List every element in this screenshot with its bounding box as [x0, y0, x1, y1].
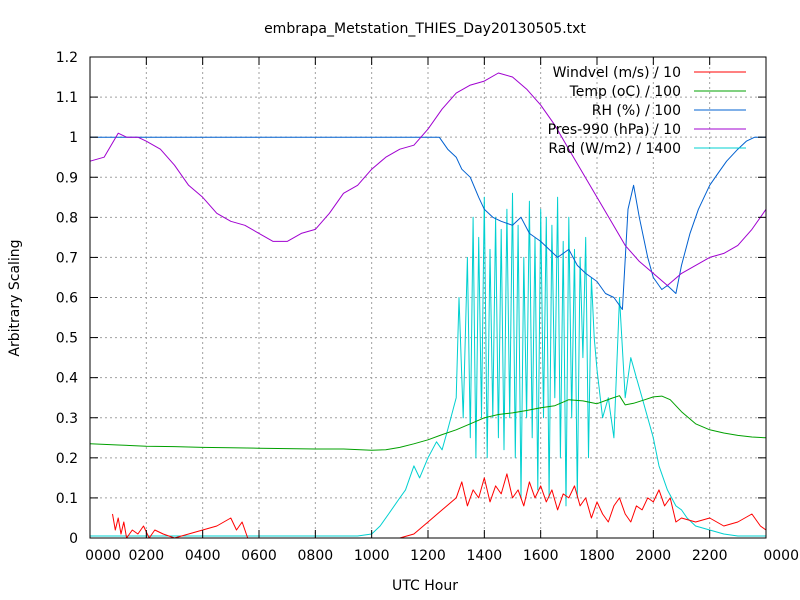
series-line-0 [112, 473, 767, 539]
y-tick-label: 1.2 [56, 50, 78, 66]
x-tick-label: 0400 [185, 548, 221, 564]
x-tick-label: 1800 [579, 548, 615, 564]
series-layer [89, 72, 767, 539]
legend-label: Pres-990 (hPa) / 10 [548, 122, 681, 138]
x-tick-label: 0600 [241, 548, 277, 564]
legend-label: Temp (oC) / 100 [569, 84, 681, 100]
y-tick-label: 0.8 [56, 210, 78, 226]
legend: Windvel (m/s) / 10 Temp (oC) / 100 RH (%) … [548, 65, 746, 157]
series-line-2 [90, 136, 766, 310]
y-tick-label: 0 [69, 531, 78, 547]
legend-label: RH (%) / 100 [592, 103, 681, 119]
y-tick-label: 0.7 [56, 250, 78, 266]
y-tick-label: 0.5 [56, 331, 78, 347]
x-tick-label: 1000 [354, 548, 390, 564]
y-tick-label: 1 [69, 130, 78, 146]
chart-title: embrapa_Metstation_THIES_Day20130505.txt [264, 21, 586, 37]
y-tick-label: 0.6 [56, 291, 78, 307]
series-line-1 [89, 395, 767, 451]
x-tick-label: 2000 [636, 548, 672, 564]
y-tick-label: 1.1 [56, 90, 78, 106]
x-tick-label: 0000 [763, 548, 799, 564]
y-tick-label: 0.3 [56, 411, 78, 427]
y-tick-label: 0.9 [56, 170, 78, 186]
x-tick-label: 0800 [298, 548, 334, 564]
x-tick-label: 1400 [467, 548, 503, 564]
y-tick-label: 0.2 [56, 451, 78, 467]
x-tick-label: 0200 [129, 548, 165, 564]
y-axis-label: Arbitrary Scaling [7, 239, 23, 356]
x-tick-label: 0000 [85, 548, 121, 564]
series-line-3 [89, 72, 767, 286]
series-line-4 [90, 192, 766, 537]
legend-label: Windvel (m/s) / 10 [553, 65, 681, 81]
x-tick-label: 2200 [692, 548, 728, 564]
x-tick-label: 1200 [410, 548, 446, 564]
x-axis-label: UTC Hour [392, 578, 458, 594]
y-tick-label: 0.4 [56, 371, 78, 387]
x-tick-label: 1600 [523, 548, 559, 564]
legend-label: Rad (W/m2) / 1400 [548, 141, 681, 157]
axes-ticks: 0 0.1 0.2 0.3 0.4 0.5 0.6 0.7 0.8 0.9 1 1.1 1.2 0000 0… [56, 50, 799, 564]
y-tick-label: 0.1 [56, 491, 78, 507]
